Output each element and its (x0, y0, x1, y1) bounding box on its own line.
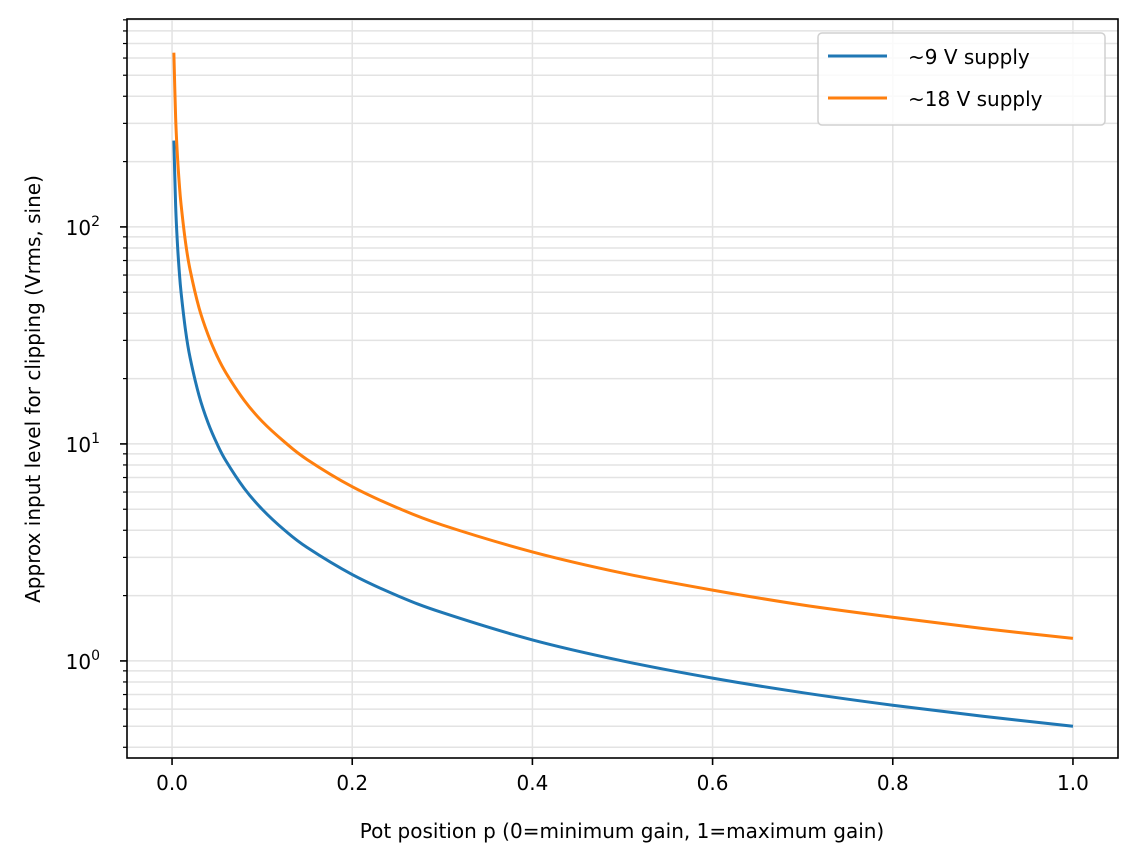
y-tick-label: 102 (66, 214, 100, 240)
x-tick-label: 0.8 (877, 771, 909, 795)
x-tick-label: 0.6 (697, 771, 729, 795)
legend-box (817, 32, 1106, 126)
legend: ~9 V supply ~18 V supply (817, 32, 1106, 126)
y-tick-label: 100 (66, 648, 100, 674)
x-tick-label: 0.4 (517, 771, 549, 795)
x-tick-label: 0.0 (156, 771, 188, 795)
axis-ticks: 100 101 102 0.0 0.2 0.4 0.6 0.8 1.0 (66, 19, 1089, 795)
legend-label-9v: ~9 V supply (908, 45, 1030, 69)
series-line-18v (172, 52, 1074, 640)
grid (127, 19, 1118, 758)
series-lines (172, 52, 1074, 728)
y-tick-label: 101 (66, 431, 100, 457)
y-axis-label: Approx input level for clipping (Vrms, s… (21, 175, 45, 603)
x-tick-label: 1.0 (1057, 771, 1089, 795)
series-line-9v (172, 140, 1074, 728)
x-tick-label: 0.2 (336, 771, 368, 795)
x-axis-label: Pot position p (0=minimum gain, 1=maximu… (360, 819, 884, 843)
legend-label-18v: ~18 V supply (908, 87, 1043, 111)
plot-frame (126, 18, 1119, 759)
